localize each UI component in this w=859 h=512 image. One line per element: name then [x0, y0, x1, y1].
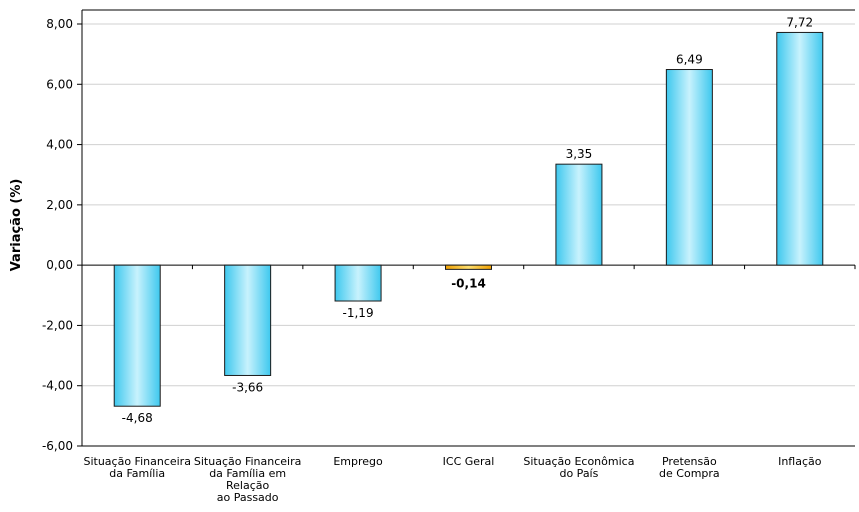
axes — [77, 9, 856, 447]
bar — [334, 264, 382, 302]
x-tick-label: Situação Financeira da Família — [83, 455, 190, 480]
y-tick-label: 0,00 — [46, 258, 73, 272]
bars — [113, 31, 824, 407]
data-label: 7,72 — [786, 15, 813, 29]
tick-labels: 8,00 6,00 4,00 2,00 0,00 -2,00 -4,00 -6,00 Situa… — [42, 17, 822, 504]
y-tick-label: -4,00 — [42, 379, 73, 393]
y-tick-label: -2,00 — [42, 318, 73, 332]
y-tick-label: 8,00 — [46, 17, 73, 31]
bar — [224, 264, 272, 376]
gridlines — [82, 23, 855, 447]
y-tick-label: 4,00 — [46, 138, 73, 152]
x-tick-label: ICC Geral — [443, 455, 495, 468]
bar — [776, 31, 824, 266]
x-tick-label: Inflação — [778, 455, 822, 468]
data-label: -1,19 — [343, 306, 374, 320]
x-tick-label: Pretensão de Compra — [659, 455, 720, 480]
x-tick-label: Situação Econômica do País — [523, 455, 634, 480]
bar — [445, 264, 492, 270]
bar — [665, 69, 713, 266]
y-axis-label: Variação (%) — [9, 179, 24, 272]
y-tick-label: 2,00 — [46, 198, 73, 212]
data-label: 3,35 — [566, 147, 593, 161]
x-tick-label: Emprego — [333, 455, 383, 468]
data-label: -3,66 — [232, 380, 263, 394]
bar — [555, 163, 603, 266]
data-label: 6,49 — [676, 53, 703, 67]
data-label: -0,14 — [451, 276, 486, 290]
data-label: -4,68 — [122, 411, 153, 425]
data-labels: -4,68 -3,66 -1,19 -0,14 3,35 6,49 7,72 — [122, 15, 813, 425]
y-tick-label: 6,00 — [46, 77, 73, 91]
y-tick-label: -6,00 — [42, 439, 73, 453]
x-tick-label: Situação Financeira da Família em Relação a… — [194, 455, 301, 504]
bar — [113, 264, 161, 407]
